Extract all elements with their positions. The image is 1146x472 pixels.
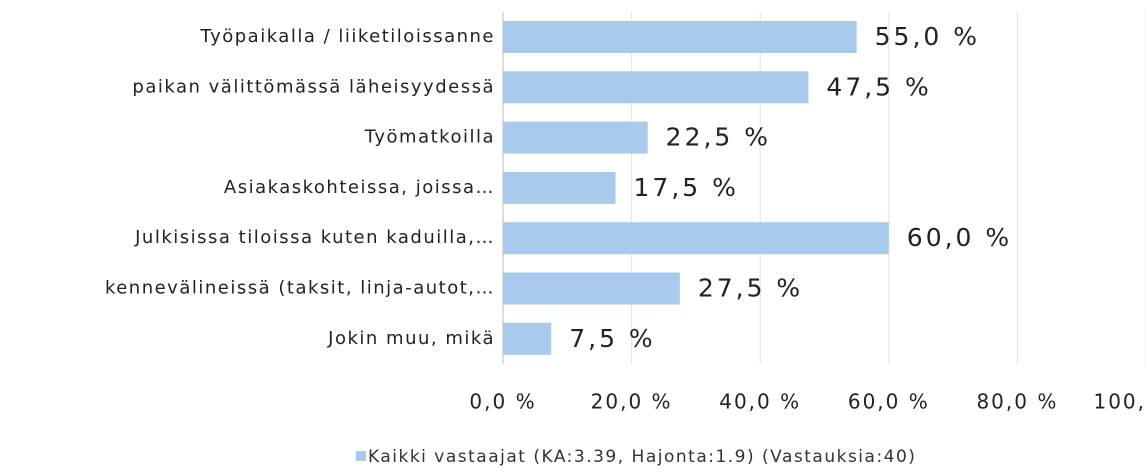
- value-label: 22,5 %: [666, 123, 771, 152]
- x-tick-label: 60,0 %: [848, 390, 930, 414]
- bar: [503, 171, 616, 204]
- x-tick-label: 0,0 %: [469, 390, 536, 414]
- category-label: Työpaikalla / liiketiloissanne: [199, 26, 495, 47]
- bar: [503, 272, 680, 305]
- value-label: 27,5 %: [698, 274, 803, 303]
- category-label: Työmatkoilla: [364, 127, 495, 148]
- x-tick-label: 40,0 %: [719, 390, 801, 414]
- bar: [503, 121, 648, 154]
- legend-label: Kaikki vastaajat (KA:3.39, Hajonta:1.9) …: [368, 447, 916, 467]
- category-label: Asiakaskohteissa, joissa…: [224, 177, 495, 198]
- bar: [503, 21, 857, 53]
- x-tick-label: 80,0 %: [976, 390, 1058, 414]
- x-tick-label: 100,: [1093, 390, 1146, 414]
- category-label: kennevälineissä (taksit, linja-autot,…: [105, 278, 495, 299]
- category-label: Julkisissa tiloissa kuten kaduilla,…: [134, 227, 495, 248]
- bar: [503, 322, 552, 355]
- value-label: 7,5 %: [569, 324, 655, 353]
- x-tick-label: 20,0 %: [591, 390, 673, 414]
- category-label: paikan välittömässä läheisyydessä: [132, 76, 495, 97]
- bar: [503, 71, 809, 104]
- legend-swatch: [356, 451, 366, 461]
- category-label: Jokin muu, mikä: [327, 328, 495, 349]
- bar: [503, 222, 889, 255]
- value-label: 55,0 %: [875, 22, 980, 51]
- value-label: 17,5 %: [634, 173, 739, 202]
- value-label: 60,0 %: [907, 223, 1012, 252]
- value-label: 47,5 %: [826, 72, 931, 101]
